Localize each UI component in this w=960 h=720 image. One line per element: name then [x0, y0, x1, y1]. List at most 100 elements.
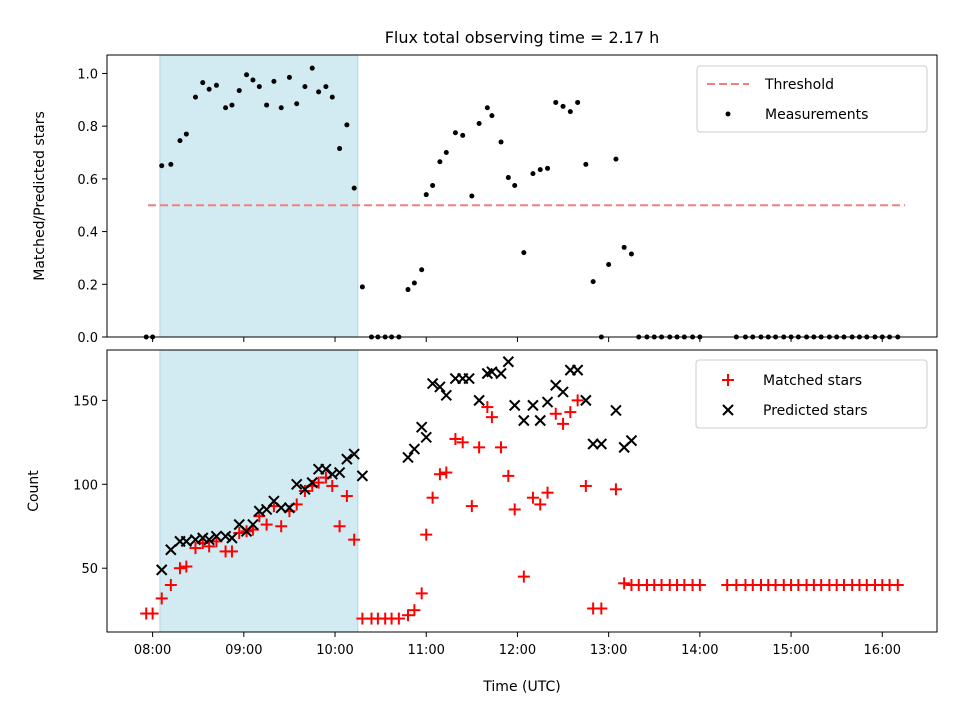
predicted-star-point [356, 470, 369, 482]
legend-matched-swatch [722, 374, 734, 386]
predicted-star-stroke-b [587, 438, 599, 450]
predicted-star-stroke-b [495, 367, 507, 380]
predicted-star-stroke-b [625, 434, 638, 447]
predicted-star-point [440, 389, 453, 402]
bottom-panel-frame [106, 349, 938, 633]
measurement-point [628, 251, 634, 257]
predicted-star-stroke-b [247, 518, 259, 531]
matched-star-point [440, 466, 453, 479]
matched-star-point [571, 394, 584, 407]
predicted-star-point [473, 394, 485, 407]
predicted-star-stroke-b [189, 533, 202, 546]
predicted-star-point [587, 438, 599, 450]
matched-star-point [275, 520, 288, 533]
predicted-star-point [210, 530, 223, 543]
matched-star-point [485, 411, 498, 424]
matched-star-point [326, 479, 339, 492]
measurement-point [575, 99, 581, 105]
top-y-axis-label: Matched/Predicted stars [32, 111, 48, 281]
y-tick-label: 0.4 [77, 226, 98, 241]
legend-matched-label: Matched stars [763, 373, 862, 389]
y-tick-label: 0.0 [77, 331, 98, 346]
predicted-star-stroke-b [550, 379, 562, 391]
matched-star-point [173, 562, 186, 575]
predicted-star-stroke-b [156, 564, 168, 576]
matched-star-point [465, 500, 478, 513]
predicted-star-point [463, 372, 475, 385]
measurement-point [476, 121, 482, 127]
measurement-point [316, 89, 322, 95]
predicted-star-point [486, 366, 498, 378]
measurement-point [583, 161, 589, 167]
x-tick-label: 12:00 [499, 643, 536, 658]
top-panel: 0.0 0.2 0.4 0.6 0.8 1.0 Matched/Predicted sta… [32, 54, 938, 346]
measurement-point [286, 74, 292, 80]
matched-star-point [164, 579, 177, 591]
predicted-star-stroke-b [219, 530, 232, 543]
predicted-star-point [508, 399, 521, 412]
measurement-point [244, 72, 250, 78]
measurement-point [505, 175, 511, 181]
measurement-point [177, 138, 183, 144]
predicted-star-point [571, 364, 584, 376]
measurement-point [537, 167, 543, 173]
matched-star-point [618, 577, 631, 590]
measurement-point [437, 159, 443, 165]
observing-window-shade-bottom [159, 349, 359, 633]
predicted-star-stroke-b [610, 404, 622, 417]
predicted-star-point [341, 453, 353, 465]
y-tick-label: 0.6 [77, 173, 98, 188]
predicted-star-stroke-b [426, 377, 439, 390]
predicted-star-stroke-b [306, 476, 318, 489]
predicted-star-point [203, 533, 215, 546]
bottom-x-axis-ticks: 08:00 09:00 10:00 11:00 12:00 13:00 14:00 15:00… [134, 632, 901, 658]
matched-star-point [348, 533, 361, 546]
measurement-point [452, 130, 458, 136]
matched-star-point [595, 602, 608, 615]
matched-star-point [433, 468, 446, 481]
measurement-point [359, 284, 365, 290]
matched-star-point [693, 579, 706, 591]
matched-star-point [392, 612, 405, 625]
predicted-star-point [527, 399, 539, 412]
measurement-point [460, 132, 466, 138]
predicted-star-stroke-b [253, 505, 266, 517]
measurement-point [411, 280, 417, 286]
matched-star-point [225, 545, 238, 558]
predicted-star-stroke-b [283, 502, 296, 514]
predicted-star-stroke-b [580, 394, 592, 407]
measurement-point [278, 105, 284, 111]
predicted-star-point [541, 396, 554, 408]
predicted-star-stroke-b [356, 470, 369, 482]
matched-star-point [579, 479, 592, 492]
matched-star-point [502, 469, 515, 482]
predicted-star-stroke-b [420, 431, 432, 443]
predicted-star-stroke-b [463, 372, 475, 385]
measurement-point [560, 103, 566, 109]
predicted-star-stroke-b [275, 502, 287, 514]
predicted-star-point [502, 356, 515, 368]
predicted-star-point [557, 386, 569, 398]
x-axis-label: Time (UTC) [482, 679, 560, 695]
predicted-star-stroke-b [233, 518, 245, 531]
x-tick-label: 11:00 [407, 643, 444, 658]
measurement-point [223, 105, 229, 111]
matched-star-point [189, 542, 202, 555]
measurement-point [159, 163, 165, 169]
predicted-star-stroke-b [415, 421, 428, 433]
measurement-point [351, 185, 357, 191]
y-tick-label: 0.2 [77, 278, 98, 293]
measurement-point [309, 65, 315, 71]
measurement-point [545, 165, 551, 171]
predicted-star-point [580, 394, 592, 407]
y-tick-label: 0.8 [77, 120, 98, 135]
predicted-star-stroke-b [408, 443, 421, 455]
predicted-star-point [333, 466, 346, 479]
matched-star-point [155, 592, 168, 605]
legend-measurement-swatch [725, 111, 731, 117]
measurement-point [419, 267, 425, 273]
measurement-point [613, 156, 619, 162]
matched-star-point [473, 441, 486, 454]
measurement-point [229, 102, 235, 108]
matched-star-point [408, 604, 421, 617]
